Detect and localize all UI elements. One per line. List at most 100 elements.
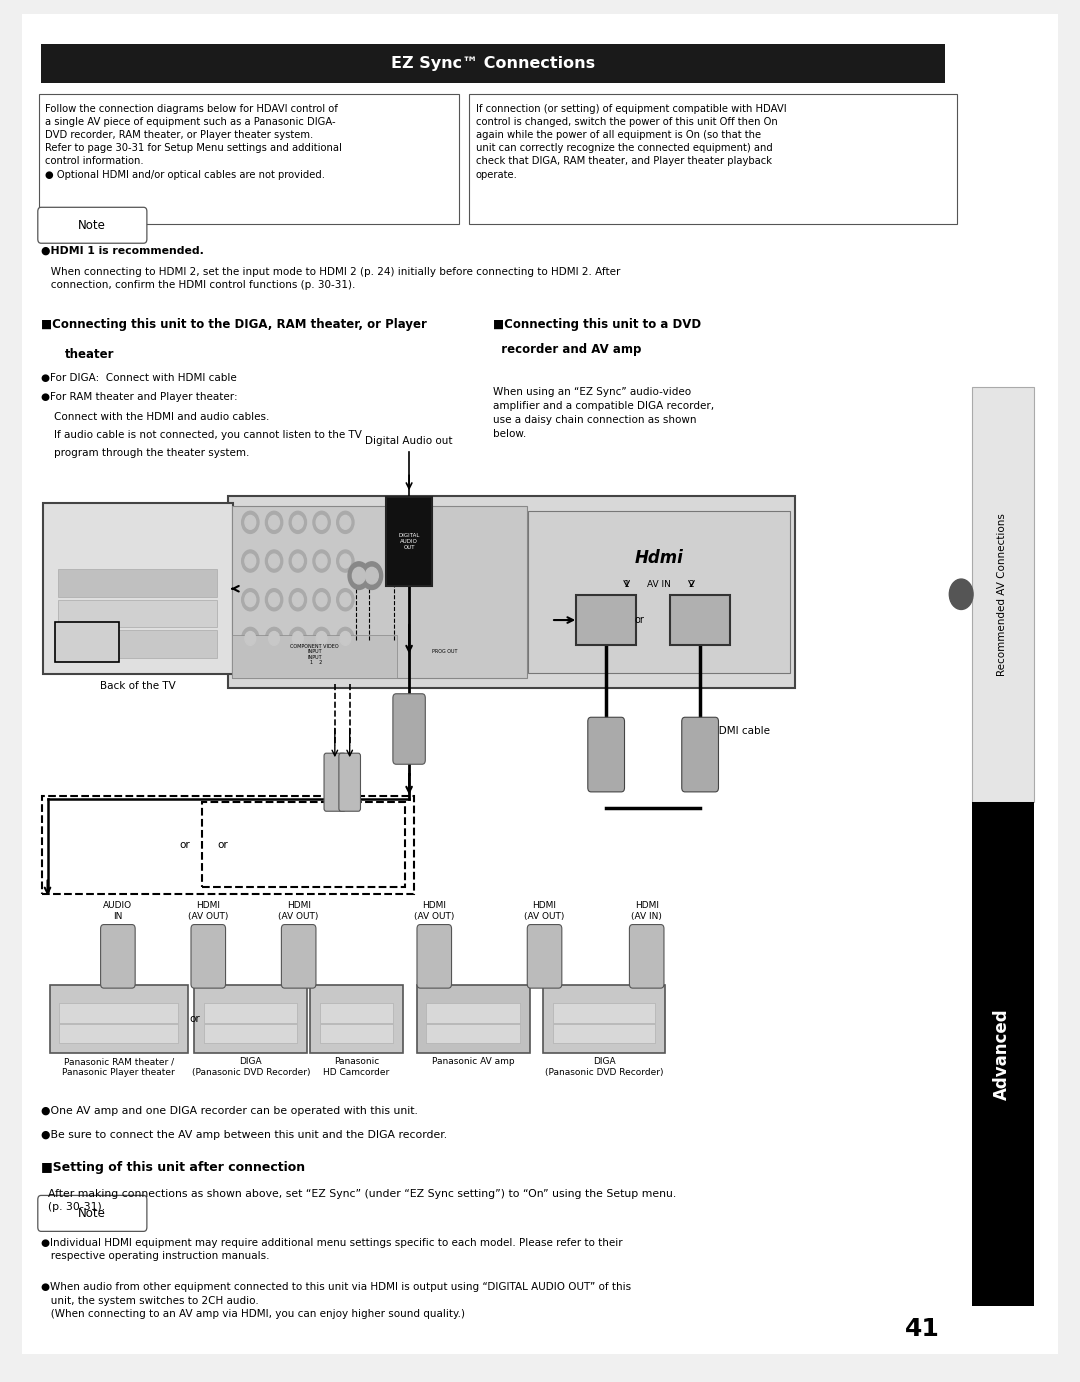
Circle shape	[352, 568, 365, 585]
Circle shape	[316, 515, 327, 529]
Circle shape	[242, 511, 259, 533]
Circle shape	[245, 554, 256, 568]
FancyBboxPatch shape	[427, 1024, 519, 1043]
Circle shape	[242, 589, 259, 611]
Circle shape	[293, 593, 303, 607]
FancyBboxPatch shape	[417, 925, 451, 988]
FancyBboxPatch shape	[228, 496, 795, 688]
Text: ■Setting of this unit after connection: ■Setting of this unit after connection	[41, 1161, 306, 1173]
Text: Panasonic AV amp: Panasonic AV amp	[432, 1057, 514, 1067]
Text: HDMI
(AV OUT): HDMI (AV OUT)	[279, 901, 319, 922]
FancyBboxPatch shape	[191, 925, 226, 988]
Circle shape	[289, 589, 307, 611]
Circle shape	[289, 511, 307, 533]
Text: theater: theater	[65, 348, 114, 361]
Circle shape	[293, 554, 303, 568]
FancyBboxPatch shape	[588, 717, 624, 792]
Text: AUDIO
IN: AUDIO IN	[104, 901, 133, 922]
Text: or: or	[189, 1014, 200, 1024]
Text: program through the theater system.: program through the theater system.	[54, 448, 249, 457]
FancyBboxPatch shape	[543, 985, 665, 1053]
Text: HDMI
(AV OUT): HDMI (AV OUT)	[414, 901, 455, 922]
FancyBboxPatch shape	[324, 753, 346, 811]
Circle shape	[313, 550, 330, 572]
FancyBboxPatch shape	[43, 503, 233, 674]
Text: 41: 41	[905, 1317, 940, 1342]
Text: INPUT
  1    2: INPUT 1 2	[307, 655, 322, 666]
FancyBboxPatch shape	[469, 94, 957, 224]
FancyBboxPatch shape	[232, 634, 397, 679]
FancyBboxPatch shape	[38, 207, 147, 243]
Circle shape	[316, 632, 327, 645]
Circle shape	[242, 550, 259, 572]
Text: ●For DIGA:  Connect with HDMI cable: ●For DIGA: Connect with HDMI cable	[41, 373, 237, 383]
Circle shape	[269, 515, 280, 529]
Circle shape	[245, 515, 256, 529]
Text: When using an “EZ Sync” audio-video
amplifier and a compatible DIGA recorder,
us: When using an “EZ Sync” audio-video ampl…	[492, 387, 714, 439]
Circle shape	[340, 554, 351, 568]
Text: DIGITAL
AUDIO
OUT: DIGITAL AUDIO OUT	[399, 533, 420, 550]
Circle shape	[269, 554, 280, 568]
FancyBboxPatch shape	[427, 1003, 519, 1023]
Circle shape	[266, 589, 283, 611]
FancyBboxPatch shape	[50, 985, 188, 1053]
Text: or: or	[179, 840, 190, 850]
Text: or: or	[635, 615, 645, 625]
FancyBboxPatch shape	[576, 596, 636, 645]
FancyBboxPatch shape	[670, 596, 730, 645]
Circle shape	[269, 593, 280, 607]
FancyBboxPatch shape	[58, 600, 217, 627]
Circle shape	[293, 632, 303, 645]
Text: Recommended AV Connections: Recommended AV Connections	[997, 513, 1008, 676]
Circle shape	[316, 554, 327, 568]
Circle shape	[269, 632, 280, 645]
Text: Note: Note	[78, 1206, 106, 1220]
Circle shape	[949, 579, 973, 609]
Text: Panasonic RAM theater /
Panasonic Player theater: Panasonic RAM theater / Panasonic Player…	[63, 1057, 175, 1078]
Circle shape	[266, 627, 283, 650]
Circle shape	[245, 593, 256, 607]
Text: ●For RAM theater and Player theater:: ●For RAM theater and Player theater:	[41, 392, 238, 402]
FancyBboxPatch shape	[232, 506, 527, 679]
Text: ●One AV amp and one DIGA recorder can be operated with this unit.: ●One AV amp and one DIGA recorder can be…	[41, 1106, 418, 1115]
FancyBboxPatch shape	[553, 1024, 656, 1043]
FancyBboxPatch shape	[204, 1024, 297, 1043]
Bar	[972, 387, 1034, 802]
Text: HDMI cable: HDMI cable	[711, 726, 770, 735]
Circle shape	[337, 550, 354, 572]
FancyBboxPatch shape	[59, 1003, 178, 1023]
Text: COMPONENT VIDEO
INPUT: COMPONENT VIDEO INPUT	[291, 644, 339, 655]
Text: Advanced: Advanced	[994, 1007, 1011, 1100]
FancyBboxPatch shape	[55, 622, 119, 662]
Circle shape	[289, 550, 307, 572]
Text: HDMI
(AV OUT): HDMI (AV OUT)	[525, 901, 565, 922]
Bar	[41, 44, 945, 83]
Text: If audio cable is not connected, you cannot listen to the TV: If audio cable is not connected, you can…	[54, 430, 362, 439]
Text: Connect with the HDMI and audio cables.: Connect with the HDMI and audio cables.	[54, 412, 269, 422]
Text: ●When audio from other equipment connected to this unit via HDMI is output using: ●When audio from other equipment connect…	[41, 1282, 631, 1318]
Circle shape	[245, 632, 256, 645]
Text: PROG OUT: PROG OUT	[432, 650, 458, 654]
Circle shape	[365, 568, 378, 585]
FancyBboxPatch shape	[417, 985, 529, 1053]
FancyBboxPatch shape	[39, 94, 459, 224]
FancyBboxPatch shape	[38, 1195, 147, 1231]
Text: DIGA
(Panasonic DVD Recorder): DIGA (Panasonic DVD Recorder)	[191, 1057, 310, 1078]
Circle shape	[242, 627, 259, 650]
Text: When connecting to HDMI 2, set the input mode to HDMI 2 (p. 24) initially before: When connecting to HDMI 2, set the input…	[41, 267, 620, 290]
Text: EZ Sync™ Connections: EZ Sync™ Connections	[391, 57, 595, 70]
Text: Back of the TV: Back of the TV	[100, 681, 176, 691]
Text: recorder and AV amp: recorder and AV amp	[492, 343, 642, 355]
Circle shape	[316, 593, 327, 607]
Text: 1: 1	[624, 580, 630, 590]
Text: If connection (or setting) of equipment compatible with HDAVI
control is changed: If connection (or setting) of equipment …	[475, 104, 786, 180]
FancyBboxPatch shape	[528, 511, 791, 673]
Text: or: or	[218, 840, 229, 850]
FancyBboxPatch shape	[553, 1003, 656, 1023]
Circle shape	[266, 550, 283, 572]
Text: Hdmi: Hdmi	[635, 549, 684, 567]
FancyBboxPatch shape	[282, 925, 316, 988]
Circle shape	[361, 562, 382, 590]
Text: DIGA
(Panasonic DVD Recorder): DIGA (Panasonic DVD Recorder)	[545, 1057, 663, 1078]
Text: ●Be sure to connect the AV amp between this unit and the DIGA recorder.: ●Be sure to connect the AV amp between t…	[41, 1130, 447, 1140]
